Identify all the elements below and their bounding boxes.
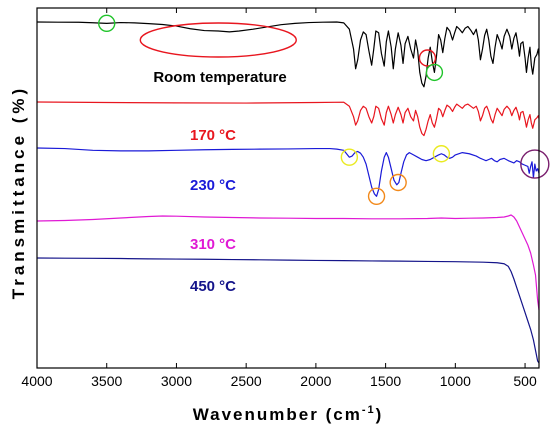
annotation-circle-1100: [432, 145, 451, 163]
x-tick-label-4000: 4000: [21, 373, 52, 389]
series-line-310-c: [36, 214, 540, 311]
annotation-circle-430: [520, 149, 550, 179]
x-tick-label-1000: 1000: [440, 373, 471, 389]
series-line-170-c: [36, 101, 540, 137]
series-label-310-c: 310 °C: [190, 236, 236, 253]
series-label-230-c: 230 °C: [190, 177, 236, 194]
annotation-circle-1565: [367, 187, 386, 206]
series-label-layer: Room temperature 170 °C 230 °C 310 °C 450 °C: [153, 69, 286, 295]
annotation-circle-1200: [418, 49, 437, 67]
annotation-circle-3500: [98, 14, 116, 33]
annotation-ellipse-2700: [139, 22, 297, 58]
plot-frame: [36, 7, 540, 369]
annotation-circle-1150: [425, 63, 444, 82]
series-label-room-temperature: Room temperature: [153, 69, 286, 86]
series-line-450-c: [36, 257, 540, 364]
annotation-layer: [98, 14, 550, 206]
x-tick-label-3000: 3000: [161, 373, 192, 389]
series-line-room-temperature: [36, 21, 540, 88]
series-label-450-c: 450 °C: [190, 278, 236, 295]
x-tick-label-2000: 2000: [300, 373, 331, 389]
x-tick-label-2500: 2500: [231, 373, 262, 389]
x-tick-layer: 4000 3500 3000 2500 2000 1500 1000 500: [21, 8, 537, 389]
y-axis-title: Transmittance (%): [9, 85, 28, 299]
x-tick-label-3500: 3500: [91, 373, 122, 389]
annotation-circle-1410: [389, 173, 407, 192]
series-label-170-c: 170 °C: [190, 127, 236, 144]
series-layer: [36, 21, 540, 364]
x-axis-title: Wavenumber (cm-1): [193, 404, 384, 424]
annotation-circle-1760: [340, 148, 359, 166]
x-tick-label-500: 500: [513, 373, 537, 389]
series-line-230-c: [36, 147, 540, 197]
x-tick-label-1500: 1500: [370, 373, 401, 389]
